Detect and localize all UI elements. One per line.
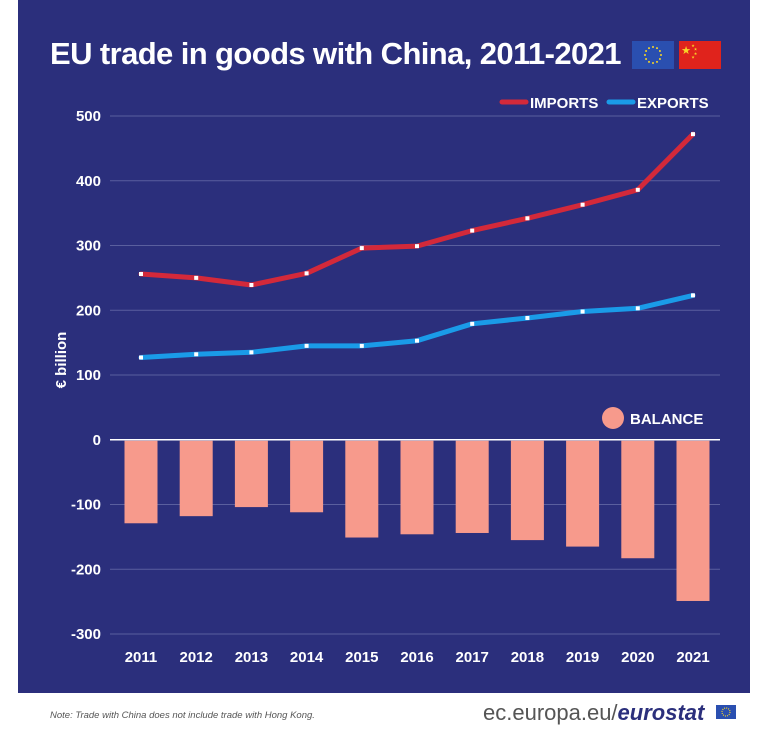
y-tick-label: -300 [71,626,101,643]
exports-point [304,343,309,348]
exports-point [635,306,640,311]
exports-point [470,321,475,326]
exports-legend-label: EXPORTS [637,95,709,112]
svg-text:★: ★ [694,51,698,56]
y-tick-label: 300 [76,238,101,255]
exports-point [249,350,254,355]
y-tick-label: 500 [76,108,101,125]
x-tick-label: 2020 [621,649,654,666]
balance-bar [290,440,324,513]
svg-text:★: ★ [694,47,698,52]
imports-point [525,216,530,221]
x-tick-label: 2016 [400,649,433,666]
x-tick-label: 2021 [676,649,709,666]
svg-text:★: ★ [691,55,695,60]
exports-point [580,309,585,314]
y-tick-label: -100 [71,497,101,514]
balance-legend-swatch [602,407,624,429]
imports-point [415,244,419,249]
eu-flag-icon [632,41,674,69]
legend: IMPORTS EXPORTS BALANCE [499,95,709,429]
x-tick-label: 2019 [566,649,599,666]
balance-legend-label: BALANCE [630,411,703,428]
y-axis-label: € billion [53,332,70,389]
balance-bar [566,440,600,547]
y-tick-label: 0 [93,432,101,449]
svg-text:★: ★ [681,44,691,57]
balance-bar [234,440,268,508]
balance-bar [179,440,213,517]
balance-bar [676,440,710,601]
x-tick-label: 2017 [456,649,489,666]
exports-line [138,292,696,360]
x-tick-label: 2018 [511,649,544,666]
brand-prefix: ec.europa.eu/ [483,700,618,725]
balance-bar [510,440,544,541]
exports-point [359,343,364,348]
imports-line [138,131,696,288]
balance-bar [345,440,379,538]
axis-ticks: 500 400 300 200 100 0 -100 -200 -300 2011 2012 2013… [71,108,710,666]
china-flag-icon: ★ ★ ★ ★ ★ [679,41,721,69]
exports-point [194,352,199,357]
imports-point [359,246,364,251]
imports-point [580,202,585,207]
imports-point [635,187,640,192]
exports-point [525,316,530,321]
x-tick-label: 2012 [180,649,213,666]
exports-point [691,293,695,298]
eurostat-flag-icon [716,705,736,719]
footer-note: Note: Trade with China does not include … [50,710,315,721]
exports-point [139,355,143,360]
x-tick-label: 2015 [345,649,378,666]
imports-point [470,228,475,233]
imports-point [691,132,695,137]
gridlines [110,115,720,635]
exports-point [415,338,419,343]
balance-bar [124,440,158,524]
balance-bars [124,440,710,601]
x-tick-label: 2013 [235,649,268,666]
y-tick-label: 100 [76,367,101,384]
imports-point [139,271,143,276]
trade-chart: 500 400 300 200 100 0 -100 -200 -300 2011 2012 2013… [53,95,720,666]
svg-text:★: ★ [691,43,695,48]
balance-bar [400,440,434,535]
chart-title: EU trade in goods with China, 2011-2021 [50,36,622,71]
x-tick-label: 2011 [125,649,158,666]
x-tick-label: 2014 [290,649,324,666]
imports-point [304,271,309,276]
balance-bar [621,440,655,559]
brand-name: eurostat [617,700,705,725]
trade-lines [138,131,696,360]
balance-bar [455,440,489,533]
imports-point [194,275,199,280]
y-tick-label: 400 [76,173,101,190]
y-tick-label: 200 [76,302,101,319]
imports-legend-label: IMPORTS [530,95,598,112]
eurostat-link[interactable]: ec.europa.eu/eurostat [483,700,704,726]
imports-point [249,282,254,287]
y-tick-label: -200 [71,561,101,578]
